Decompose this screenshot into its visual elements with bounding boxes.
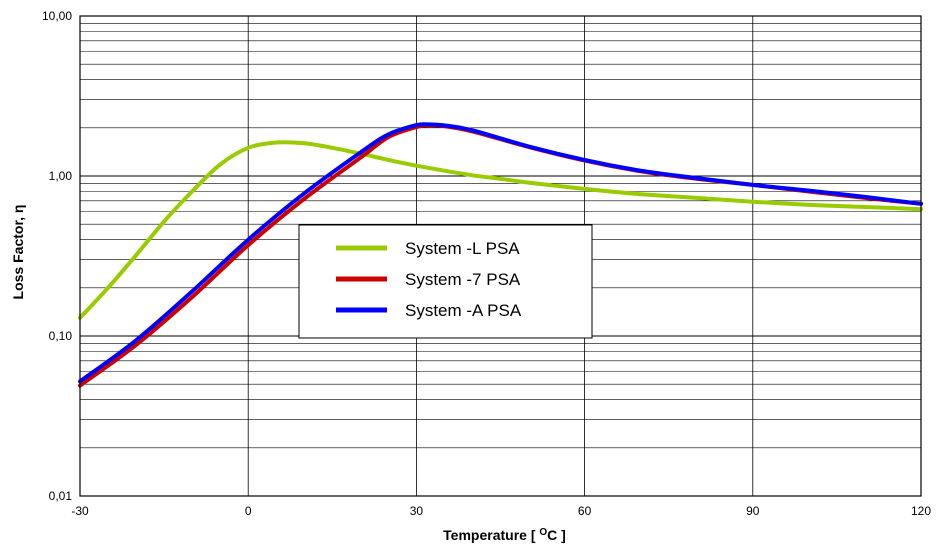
x-tick-label: 90 <box>746 504 760 518</box>
x-tick-label: 30 <box>410 504 424 518</box>
x-tick-label: 120 <box>911 504 931 518</box>
x-axis-label-superscript: O <box>539 527 547 538</box>
x-axis-label-main: Temperature [ <box>443 527 539 543</box>
y-axis-label: Loss Factor, η <box>10 205 26 300</box>
x-tick-label: 60 <box>578 504 592 518</box>
legend-label-3: System -A PSA <box>405 301 522 320</box>
x-axis-label: Temperature [ OC ] <box>443 527 566 543</box>
y-tick-label: 0,01 <box>49 489 73 503</box>
x-tick-label: -30 <box>71 504 89 518</box>
y-tick-label: 0,10 <box>49 329 73 343</box>
plot-frame <box>79 15 922 497</box>
legend-label-2: System -7 PSA <box>405 270 521 289</box>
x-tick-labels: -30 0 30 60 90 120 <box>71 504 931 518</box>
series-line-1 <box>78 140 923 320</box>
y-tick-labels: 0,01 0,10 1,00 10,00 <box>42 9 72 503</box>
series-line-3 <box>78 122 923 384</box>
y-tick-label: 1,00 <box>49 169 73 183</box>
y-tick-label: 10,00 <box>42 9 72 23</box>
x-tick-label: 0 <box>245 504 252 518</box>
legend-label-1: System -L PSA <box>405 239 520 258</box>
legend: System -L PSA System -7 PSA System -A PSA <box>298 224 593 339</box>
series-layer <box>78 122 923 388</box>
x-axis-label-unit: C ] <box>547 527 566 543</box>
